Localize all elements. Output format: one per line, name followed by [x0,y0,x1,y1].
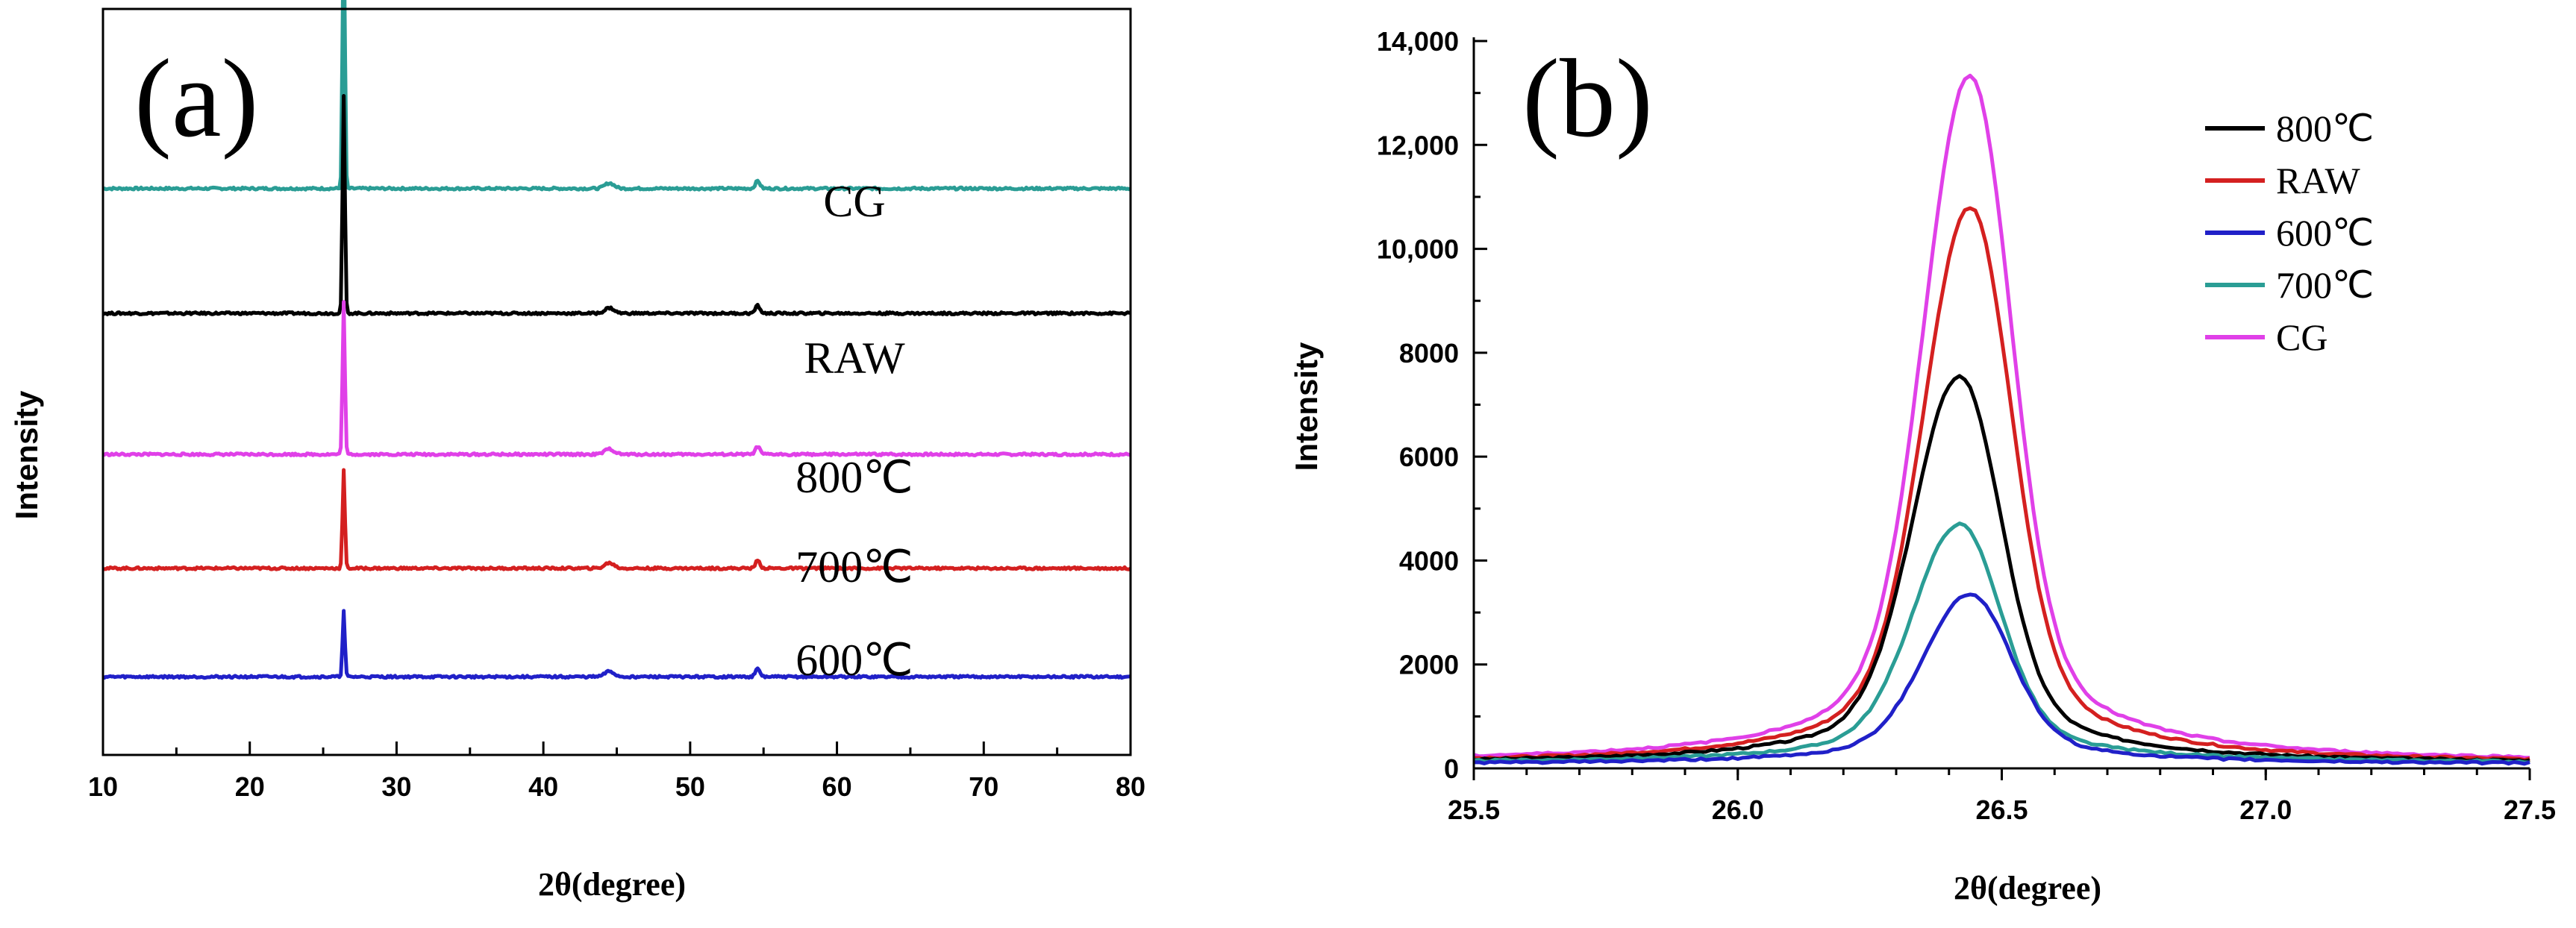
panel-b-y-tick-label: 4000 [1399,545,1459,576]
panel-b-series-cg [1473,73,2530,760]
panel-b-y-tick-label: 0 [1444,753,1459,784]
panel-a-plot-frame [101,7,1132,756]
panel-a-x-tick-label: 40 [528,771,558,802]
panel-a-x-ticks: 10 20 30 40 50 60 70 80 [88,742,1145,802]
panel-a-x-axis-title: 2θ(degree) [538,866,686,903]
legend-label-800c: 800℃ [2276,107,2374,149]
panel-b-y-tick-label: 10,000 [1377,234,1459,265]
panel-a-y-axis-title: Intensity [9,390,44,519]
legend-label-cg: CG [2276,316,2328,358]
panel-b-series-800c [1473,374,2530,764]
panel-a-label: (a) [134,37,258,160]
panel-b-y-tick-label: 14,000 [1377,26,1459,57]
panel-a-series-800c [102,300,1131,457]
panel-b-x-tick-label: 26.5 [1975,794,2028,825]
panel-b-x-tick-label: 27.5 [2504,794,2556,825]
panel-a-label-700c: 700℃ [795,542,913,592]
panel-a-label-raw: RAW [804,333,905,383]
panel-b-legend: 800℃ RAW 600℃ 700℃ CG [2205,107,2374,358]
panel-b-y-tick-label: 6000 [1399,442,1459,472]
panel-a-x-tick-label: 70 [969,771,998,802]
panel-b-y-tick-label: 12,000 [1377,130,1459,160]
panel-b-y-tick-label: 8000 [1399,338,1459,369]
panel-a-x-tick-label: 60 [822,771,852,802]
panel-b-ticks: 25.5 26.0 26.5 27.0 27.5 0 2000 4000 6000 8000 10,… [1377,26,2556,825]
panel-b-series-raw [1473,206,2530,762]
panel-b-x-axis-title: 2θ(degree) [1954,870,2101,906]
legend-label-700c: 700℃ [2276,264,2374,306]
panel-b-x-tick-label: 27.0 [2239,794,2292,825]
panel-a-x-tick-label: 30 [381,771,411,802]
panel-b-x-tick-label: 26.0 [1712,794,1764,825]
panel-a-series-cg [102,0,1132,192]
panel-b-x-tick-label: 25.5 [1448,794,1500,825]
panel-a-x-tick-label: 10 [88,771,118,802]
panel-a-x-tick-label: 20 [235,771,265,802]
panel-a-label-800c: 800℃ [795,453,913,502]
panel-b-y-axis-title: Intensity [1289,342,1324,471]
legend-label-600c: 600℃ [2276,212,2374,254]
panel-b-label: (b) [1522,37,1653,160]
panel-b-series-700c [1473,521,2530,765]
panel-b-series-600c [1473,592,2530,766]
legend-label-raw: RAW [2276,160,2360,201]
panel-a-label-600c: 600℃ [795,636,913,685]
panel-a-series [101,0,1132,680]
panel-b: (b) Intensity 2θ(degree) 25.5 26.0 26.5 27.… [1289,26,2556,906]
panel-a-x-tick-label: 80 [1116,771,1145,802]
panel-b-series [1473,73,2530,766]
panel-a: (a) Intensity 2θ(degree) 10 20 30 40 50 60 70 8… [9,0,1145,903]
panel-a-series-raw [101,94,1131,316]
panel-b-y-tick-label: 2000 [1399,650,1459,680]
panel-a-label-cg: CG [823,177,885,226]
panel-a-series-700c [102,468,1132,571]
panel-a-series-labels: CG RAW 800℃ 700℃ 600℃ [795,177,913,685]
panel-a-series-600c [101,609,1131,680]
panel-a-x-tick-label: 50 [675,771,705,802]
